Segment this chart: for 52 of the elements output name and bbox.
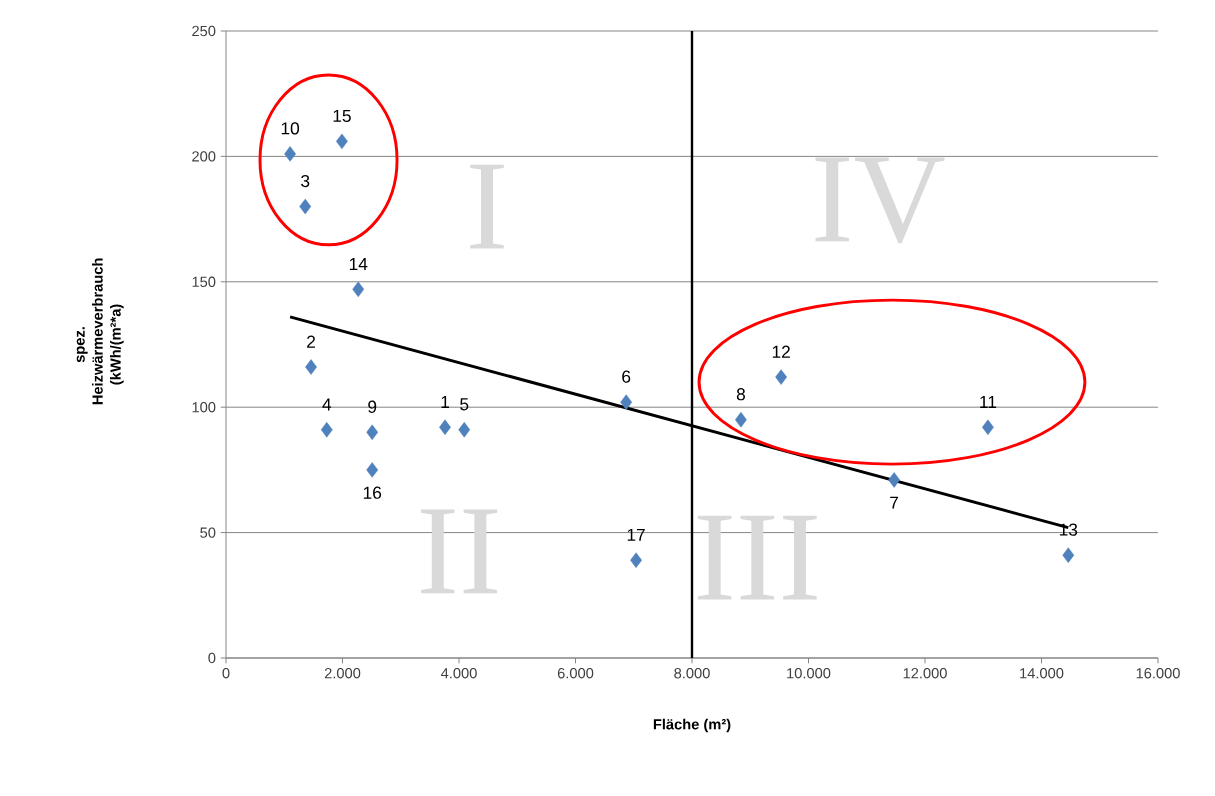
annotation: 11	[980, 395, 997, 408]
annotation: 1	[441, 395, 450, 408]
point	[439, 419, 451, 435]
x-tick-label: 8.000	[674, 668, 710, 679]
point	[305, 359, 317, 375]
annotation: 4	[322, 398, 332, 411]
point	[982, 419, 994, 435]
y-tick-label: 200	[192, 151, 216, 162]
annotation: 10	[281, 122, 300, 135]
point	[284, 146, 296, 162]
annotation: 6	[622, 370, 631, 383]
annotation: 3	[301, 174, 310, 188]
y-axis-title: spez. Heizwärmeverbrauch (kWh/(m²*a)	[76, 258, 124, 405]
annotation: 2	[307, 335, 315, 348]
point	[336, 133, 348, 150]
point	[320, 422, 333, 438]
point	[1062, 547, 1075, 563]
x-tick-label: 0	[222, 668, 230, 679]
x-tick-label: 2.000	[324, 668, 361, 679]
point	[630, 552, 642, 568]
x-tick-label: 10.000	[787, 668, 831, 679]
x-tick-label: 16.000	[1136, 668, 1180, 679]
annotation: III	[697, 515, 817, 600]
y-tick-label: 100	[192, 402, 216, 413]
annotation: 12	[772, 345, 790, 358]
x-axis-title: Fläche (m²)	[653, 718, 731, 733]
point	[735, 411, 747, 428]
annotation: 14	[349, 258, 368, 270]
annotation: 8	[736, 388, 745, 401]
point	[299, 198, 312, 215]
x-tick-label: 12.000	[903, 668, 947, 679]
x-tick-label: 4.000	[440, 668, 477, 679]
annotation: 7	[890, 496, 899, 509]
point	[352, 281, 365, 298]
y-tick-label: 150	[192, 276, 216, 287]
point	[366, 424, 379, 440]
point	[366, 462, 379, 478]
point	[620, 394, 633, 410]
annotation: 5	[460, 398, 469, 411]
annotation: II	[421, 509, 498, 594]
annotation: 17	[627, 528, 645, 541]
point	[458, 422, 471, 438]
point	[775, 369, 787, 385]
y-tick-label: 0	[208, 652, 216, 664]
point	[888, 472, 900, 488]
y-tick-label: 50	[200, 527, 216, 538]
x-tick-label: 6.000	[557, 668, 594, 679]
y-tick-label: 250	[192, 25, 216, 37]
annotation: 15	[333, 109, 351, 122]
annotation: 16	[363, 486, 382, 499]
x-tick-label: 14.000	[1020, 668, 1064, 679]
annotation: 9	[368, 400, 377, 413]
